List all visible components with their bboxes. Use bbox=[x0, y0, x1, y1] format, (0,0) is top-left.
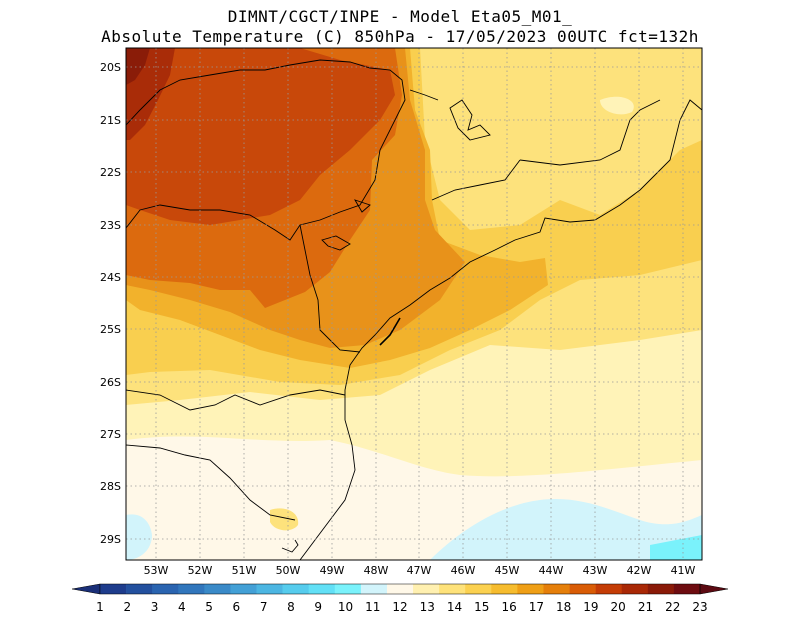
colorbar-label: 13 bbox=[420, 600, 435, 614]
colorbar-label: 11 bbox=[365, 600, 380, 614]
lon-label: 43W bbox=[583, 564, 608, 577]
colorbar-label: 9 bbox=[314, 600, 322, 614]
colorbar-label: 14 bbox=[447, 600, 462, 614]
lat-labels: 20S 21S 22S 23S 24S 25S 26S 27S 28S 29S bbox=[100, 61, 121, 546]
lat-label: 29S bbox=[100, 533, 121, 546]
lat-label: 23S bbox=[100, 219, 121, 232]
colorbar-swatch bbox=[465, 584, 492, 594]
lon-label: 53W bbox=[144, 564, 169, 577]
lat-label: 25S bbox=[100, 323, 121, 336]
colorbar-swatch bbox=[334, 584, 362, 594]
title-line-2: Absolute Temperature (C) 850hPa - 17/05/… bbox=[101, 27, 699, 46]
lon-label: 50W bbox=[276, 564, 301, 577]
colorbar-label: 1 bbox=[96, 600, 104, 614]
gridlines bbox=[126, 48, 702, 560]
colorbar-label: 21 bbox=[638, 600, 653, 614]
colorbar-swatch bbox=[673, 584, 701, 594]
colorbar-label: 6 bbox=[233, 600, 241, 614]
colorbar-label: 19 bbox=[583, 600, 598, 614]
boundaries bbox=[126, 59, 702, 560]
colorbar-swatch bbox=[178, 584, 205, 594]
colorbar-outline bbox=[99, 583, 701, 595]
colorbar-swatch bbox=[360, 584, 388, 594]
colorbar-label: 4 bbox=[178, 600, 186, 614]
colorbar-label: 22 bbox=[665, 600, 680, 614]
colorbar-swatch bbox=[413, 584, 440, 594]
colorbar-swatch bbox=[256, 584, 283, 594]
title-line-1: DIMNT/CGCT/INPE - Model Eta05_M01_ bbox=[227, 7, 573, 26]
lat-label: 26S bbox=[100, 376, 121, 389]
colorbar-swatch bbox=[126, 584, 153, 594]
colorbar-swatch bbox=[282, 584, 309, 594]
colorbar-swatch bbox=[100, 584, 127, 594]
lat-label: 27S bbox=[100, 428, 121, 441]
colorbar-left-arrow bbox=[71, 583, 101, 595]
colorbar-swatch bbox=[491, 584, 518, 594]
colorbar-label: 10 bbox=[338, 600, 353, 614]
lon-label: 42W bbox=[627, 564, 652, 577]
colorbar-swatch bbox=[152, 584, 179, 594]
lon-label: 52W bbox=[188, 564, 213, 577]
colorbar-swatch bbox=[621, 584, 649, 594]
temperature-field bbox=[126, 48, 702, 560]
lon-label: 51W bbox=[232, 564, 257, 577]
colorbar-swatch bbox=[230, 584, 257, 594]
colorbar-swatch bbox=[569, 584, 596, 594]
colorbar-label: 20 bbox=[611, 600, 626, 614]
colorbar-swatch bbox=[647, 584, 675, 594]
lat-label: 20S bbox=[100, 61, 121, 74]
map-frame bbox=[125, 47, 703, 561]
lat-label: 28S bbox=[100, 480, 121, 493]
colorbar-label: 15 bbox=[474, 600, 489, 614]
colorbar-label: 23 bbox=[692, 600, 707, 614]
colorbar-swatch bbox=[439, 584, 466, 594]
lon-label: 48W bbox=[364, 564, 389, 577]
colorbar-swatch bbox=[308, 584, 336, 594]
colorbar-label: 12 bbox=[392, 600, 407, 614]
colorbar-swatch bbox=[517, 584, 544, 594]
lon-label: 47W bbox=[407, 564, 432, 577]
lon-labels: 53W 52W 51W 50W 49W 48W 47W 46W 45W 44W … bbox=[144, 564, 696, 577]
colorbar-right-arrow bbox=[699, 583, 729, 595]
lon-label: 45W bbox=[495, 564, 520, 577]
colorbar-label: 17 bbox=[529, 600, 544, 614]
colorbar-swatch bbox=[204, 584, 231, 594]
colorbar-label: 16 bbox=[501, 600, 516, 614]
colorbar-label: 7 bbox=[260, 600, 268, 614]
colorbar-label: 18 bbox=[556, 600, 571, 614]
colorbar-label: 2 bbox=[123, 600, 131, 614]
colorbar-swatch bbox=[543, 584, 570, 594]
colorbar-label: 8 bbox=[287, 600, 295, 614]
lat-label: 24S bbox=[100, 271, 121, 284]
colorbar: 1 2 3 4 5 6 7 8 9 10 11 12 13 14 15 16 17 18 19 20 21 22 23 bbox=[71, 583, 729, 614]
colorbar-swatch bbox=[595, 584, 623, 594]
colorbar-label: 3 bbox=[151, 600, 159, 614]
colorbar-label: 5 bbox=[205, 600, 213, 614]
lon-label: 44W bbox=[539, 564, 564, 577]
lat-label: 21S bbox=[100, 114, 121, 127]
lon-label: 46W bbox=[451, 564, 476, 577]
colorbar-swatch bbox=[386, 584, 414, 594]
lon-label: 49W bbox=[320, 564, 345, 577]
lon-label: 41W bbox=[671, 564, 696, 577]
lat-label: 22S bbox=[100, 166, 121, 179]
